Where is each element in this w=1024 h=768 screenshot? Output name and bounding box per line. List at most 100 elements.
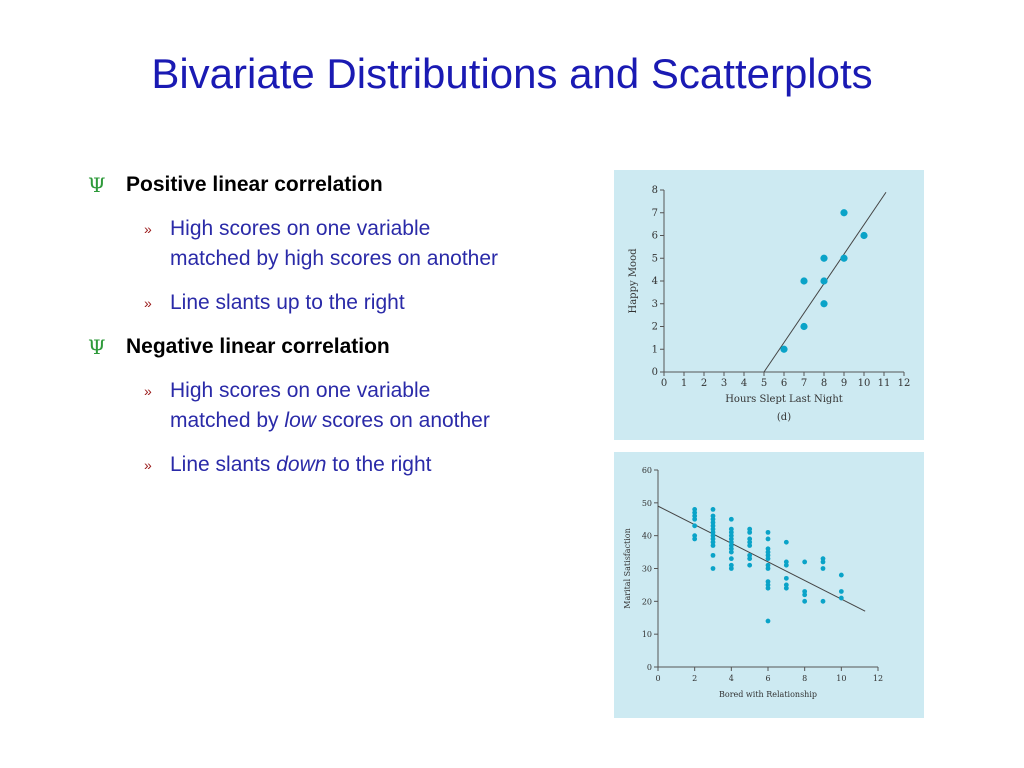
- data-point: [728, 543, 734, 548]
- data-point: [780, 345, 788, 353]
- bullet-heading: Positive linear correlation: [126, 173, 383, 196]
- data-point: [747, 552, 753, 558]
- sub-bullet: » Line slants down to the right: [144, 450, 598, 480]
- data-point: [728, 562, 734, 568]
- data-point: [747, 543, 753, 548]
- y-tick-label: 20: [642, 597, 652, 606]
- x-tick-label: 10: [836, 674, 846, 683]
- data-point: [820, 559, 826, 565]
- bullet-positive-correlation: Ψ Positive linear correlation: [88, 170, 598, 200]
- sub-bullet-line: High scores on one variable: [170, 217, 431, 240]
- data-point: [692, 516, 698, 522]
- slide-title: Bivariate Distributions and Scatterplots: [151, 50, 873, 97]
- data-point: [692, 507, 698, 512]
- x-tick-label: 9: [841, 378, 847, 389]
- data-point: [765, 549, 771, 555]
- x-tick-label: 6: [765, 674, 770, 683]
- y-axis-label: Marital Satisfaction: [623, 528, 632, 609]
- data-point: [765, 536, 771, 542]
- data-point: [692, 523, 698, 529]
- sub-bullet-line: matched by high scores on another: [170, 247, 499, 270]
- x-tick-label: 8: [802, 674, 807, 683]
- y-tick-label: 1: [652, 344, 658, 355]
- data-point: [728, 539, 734, 545]
- sub-bullet-line: to the right: [326, 453, 432, 476]
- data-point: [710, 523, 716, 529]
- sub-bullet: » Line slants up to the right: [144, 288, 598, 318]
- x-tick-label: 12: [873, 674, 883, 683]
- data-point: [802, 559, 808, 565]
- data-point: [820, 300, 828, 308]
- double-chevron-icon: »: [144, 221, 152, 237]
- data-point: [838, 572, 844, 578]
- data-point: [765, 585, 771, 591]
- y-tick-label: 6: [652, 231, 658, 242]
- x-axis-label: Hours Slept Last Night: [725, 394, 843, 405]
- data-point: [710, 507, 716, 512]
- data-point: [710, 516, 716, 522]
- trend-line: [657, 505, 866, 612]
- sub-bullet-line: scores on another: [315, 409, 490, 432]
- sub-bullet-line: matched by: [170, 409, 285, 432]
- data-point: [710, 533, 716, 539]
- double-chevron-icon: »: [144, 383, 152, 399]
- sub-bullet-line: Line slants up to the right: [170, 291, 405, 314]
- data-point: [747, 556, 753, 562]
- double-chevron-icon: »: [144, 457, 152, 473]
- data-point: [728, 533, 734, 539]
- x-tick-label: 12: [898, 378, 911, 389]
- negative-scatterplot: 0 2 4 6 8 10 12 0 10 20 30 40 50 60 Bored with Relatio…: [623, 466, 883, 699]
- data-point: [710, 513, 716, 519]
- data-point: [840, 254, 848, 262]
- x-tick-label: 0: [655, 674, 660, 683]
- data-point: [765, 562, 771, 568]
- data-point: [783, 575, 789, 581]
- data-point: [820, 598, 826, 604]
- y-tick-label: 10: [642, 630, 652, 639]
- y-tick-label: 5: [652, 253, 658, 264]
- negative-scatterplot-panel: 0 2 4 6 8 10 12 0 10 20 30 40 50 60 Bored with Relatio…: [614, 452, 924, 718]
- data-point: [728, 549, 734, 555]
- x-tick-label: 3: [721, 378, 727, 389]
- data-point: [783, 582, 789, 588]
- data-point: [710, 529, 716, 535]
- data-point: [820, 566, 826, 571]
- data-point: [692, 510, 698, 516]
- x-tick-label: 10: [858, 378, 871, 389]
- y-tick-label: 3: [652, 299, 658, 310]
- y-tick-label: 40: [642, 532, 652, 541]
- y-tick-label: 8: [652, 185, 658, 196]
- data-point: [728, 526, 734, 532]
- y-tick-label: 0: [647, 663, 652, 672]
- chart-caption: (d): [777, 412, 791, 423]
- x-axis-label: Bored with Relationship: [719, 690, 817, 699]
- positive-scatterplot-panel: 0 1 2 3 4 5 6 7 8 9 10 11 12 0 1 2 3 4 5 6 7 8 Hours Slept Las…: [614, 170, 924, 440]
- data-point: [710, 566, 716, 571]
- data-point: [783, 559, 789, 565]
- data-point: [710, 543, 716, 548]
- emphasis-text: down: [276, 453, 327, 476]
- y-tick-label: 0: [652, 367, 658, 378]
- data-point: [765, 552, 771, 558]
- data-point: [747, 562, 753, 568]
- data-point: [840, 209, 848, 217]
- x-tick-label: 2: [692, 674, 697, 683]
- data-point: [710, 552, 716, 558]
- x-tick-label: 8: [821, 378, 827, 389]
- x-tick-label: 0: [661, 378, 667, 389]
- bullet-list: Ψ Positive linear correlation » High sco…: [88, 170, 598, 494]
- data-point: [820, 254, 828, 262]
- data-point: [710, 526, 716, 532]
- data-point: [747, 526, 753, 532]
- data-point: [802, 598, 808, 604]
- data-point: [802, 589, 808, 594]
- data-point: [728, 516, 734, 522]
- data-point: [838, 589, 844, 594]
- data-point: [728, 566, 734, 571]
- data-point: [838, 595, 844, 601]
- data-point: [728, 529, 734, 535]
- data-point: [765, 529, 771, 535]
- y-tick-label: 60: [642, 466, 652, 475]
- psi-bullet-icon: Ψ: [88, 335, 106, 359]
